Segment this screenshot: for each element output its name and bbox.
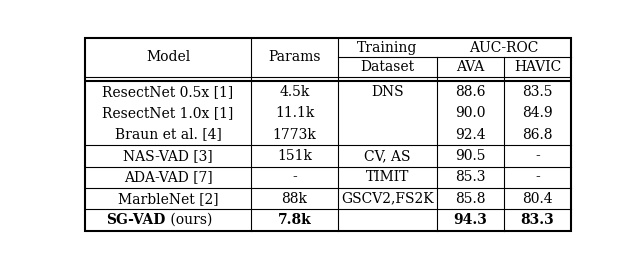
Text: ResectNet 0.5x [1]: ResectNet 0.5x [1] — [102, 85, 234, 99]
Text: CV, AS: CV, AS — [364, 149, 411, 163]
Text: 92.4: 92.4 — [455, 127, 486, 142]
Text: Braun et al. [4]: Braun et al. [4] — [115, 127, 221, 142]
Text: Params: Params — [268, 50, 321, 64]
Text: 1773k: 1773k — [273, 127, 316, 142]
Text: Training: Training — [357, 41, 418, 55]
Text: 88.6: 88.6 — [455, 85, 486, 99]
Text: NAS-VAD [3]: NAS-VAD [3] — [123, 149, 213, 163]
Text: Dataset: Dataset — [360, 60, 415, 74]
Text: -: - — [535, 170, 540, 184]
Text: 80.4: 80.4 — [522, 192, 553, 206]
Text: 90.0: 90.0 — [455, 106, 486, 120]
Text: DNS: DNS — [371, 85, 404, 99]
Text: (ours): (ours) — [166, 213, 212, 227]
Text: 7.8k: 7.8k — [278, 213, 312, 227]
Text: 85.8: 85.8 — [455, 192, 486, 206]
Text: 83.5: 83.5 — [522, 85, 553, 99]
Text: 84.9: 84.9 — [522, 106, 553, 120]
Text: TIMIT: TIMIT — [366, 170, 409, 184]
Text: Model: Model — [146, 50, 190, 64]
Text: 88k: 88k — [282, 192, 307, 206]
Text: 11.1k: 11.1k — [275, 106, 314, 120]
Text: 86.8: 86.8 — [522, 127, 553, 142]
Text: ResectNet 1.0x [1]: ResectNet 1.0x [1] — [102, 106, 234, 120]
Text: -: - — [535, 149, 540, 163]
Text: 85.3: 85.3 — [455, 170, 486, 184]
Text: 83.3: 83.3 — [521, 213, 554, 227]
Text: ADA-VAD [7]: ADA-VAD [7] — [124, 170, 212, 184]
Text: GSCV2,FS2K: GSCV2,FS2K — [341, 192, 434, 206]
Text: 90.5: 90.5 — [455, 149, 486, 163]
Text: -: - — [292, 170, 297, 184]
Text: 94.3: 94.3 — [454, 213, 488, 227]
Text: SG-VAD: SG-VAD — [106, 213, 166, 227]
Text: HAVIC: HAVIC — [514, 60, 561, 74]
Text: MarbleNet [2]: MarbleNet [2] — [118, 192, 218, 206]
Text: AVA: AVA — [456, 60, 484, 74]
Text: 151k: 151k — [277, 149, 312, 163]
Text: AUC-ROC: AUC-ROC — [469, 41, 539, 55]
Text: 4.5k: 4.5k — [279, 85, 310, 99]
